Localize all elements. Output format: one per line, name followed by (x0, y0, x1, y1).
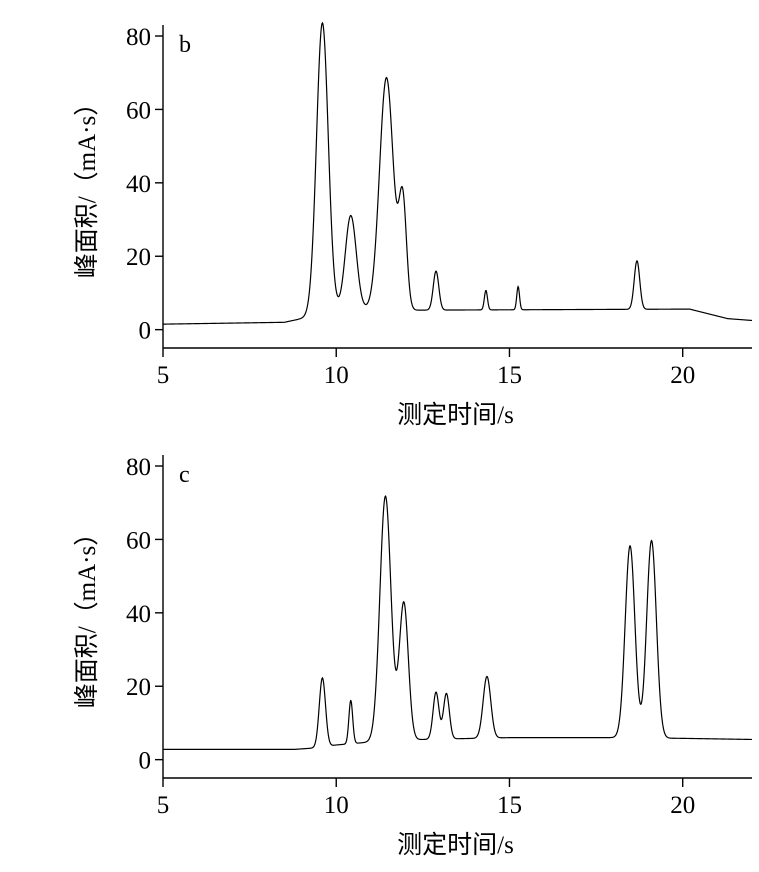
x-tick-label: 5 (157, 792, 170, 819)
y-tick-label: 80 (126, 454, 151, 481)
y-tick-label: 0 (139, 318, 152, 345)
panel-label: c (179, 462, 190, 488)
x-axis-label: 测定时间/s (397, 401, 514, 429)
x-tick-label: 15 (497, 792, 522, 819)
y-tick-label: 80 (126, 24, 151, 51)
chromatogram-series-line (163, 495, 753, 750)
x-tick-label: 10 (324, 792, 349, 819)
y-tick-label: 20 (126, 244, 151, 271)
y-tick-label: 0 (139, 748, 152, 775)
x-tick-label: 15 (497, 362, 522, 389)
x-tick-label: 10 (324, 362, 349, 389)
y-tick-label: 60 (126, 527, 151, 554)
x-tick-label: 5 (157, 362, 170, 389)
y-axis-label: 峰面积/（mA·s） (73, 91, 101, 279)
chromatogram-series-line (163, 21, 753, 325)
y-tick-label: 40 (126, 171, 151, 198)
x-tick-label: 20 (670, 792, 695, 819)
x-tick-label: 20 (670, 362, 695, 389)
x-axis-label: 测定时间/s (397, 831, 514, 859)
y-tick-label: 20 (126, 674, 151, 701)
chart-panel-b: 0 20 40 60 80 5 10 15 20 b 测定时间/s 峰面积/（mA·s） (73, 21, 753, 429)
y-axis-label: 峰面积/（mA·s） (73, 521, 101, 709)
y-tick-label: 40 (126, 601, 151, 628)
y-tick-label: 60 (126, 97, 151, 124)
chart-panel-c: 0 20 40 60 80 5 10 15 20 c 测定时间/s 峰面积/（mA·s） (73, 454, 753, 859)
panel-label: b (179, 32, 191, 58)
